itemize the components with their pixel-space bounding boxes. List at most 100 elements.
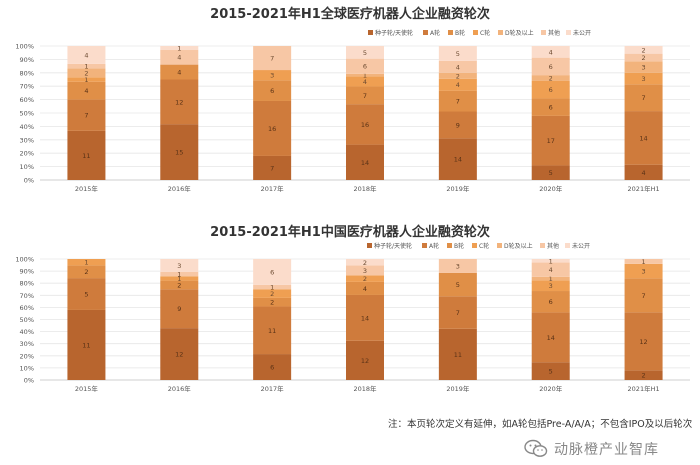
chart2-bar-segment: [346, 265, 384, 276]
chart1-x-tick-label: 2021年H1: [628, 184, 660, 193]
chart2-data-label: 4: [549, 266, 553, 274]
chart2-bar-segment: [346, 259, 384, 266]
chart2-y-tick-label: 80%: [20, 280, 34, 288]
chart2-x-tick-label: 2018年: [353, 384, 377, 393]
chart1-y-tick-label: 40%: [20, 123, 34, 131]
chart1-data-label: 16: [268, 125, 276, 133]
chart2-bar-segment: [253, 297, 292, 307]
chart2-data-label: 11: [82, 341, 90, 349]
chart1-data-label: 7: [270, 55, 274, 63]
chart1-data-label: 5: [456, 50, 460, 58]
chart1-legend-label: 种子轮/天使轮: [375, 29, 413, 37]
chart1-y-tick-label: 80%: [20, 69, 34, 77]
chart1-bar-segment: [531, 115, 570, 166]
chart2-bar-segment: [346, 294, 384, 341]
chart2-bar-segment: [67, 278, 106, 310]
chart1-data-label: 5: [363, 49, 367, 57]
chart2-bar-segment: [160, 276, 199, 281]
chart1-legend-swatch: [541, 30, 546, 35]
chart1-bar-segment: [253, 46, 292, 71]
chart1-legend-swatch: [498, 30, 503, 35]
chart1-bar-segment: [531, 98, 570, 116]
chart1-data-label: 4: [84, 51, 88, 59]
brand: 动脉橙产业智库: [524, 439, 659, 459]
chart2-bar-segment: [438, 296, 477, 329]
chart1-bar-segment: [160, 79, 199, 125]
chart2-legend-label: 种子轮/天使轮: [374, 242, 412, 250]
chart1-data-label: 1: [84, 63, 88, 71]
chart2-bar-segment: [531, 312, 570, 363]
chart1-y-tick-label: 30%: [20, 136, 34, 144]
chart2-title: 2015-2021年H1中国医疗机器人企业融资轮次: [210, 224, 490, 240]
chart1-bar-segment: [624, 84, 663, 112]
chart1-y-tick-label: 50%: [20, 110, 34, 118]
chart2-data-label: 7: [456, 309, 460, 317]
chart1-bar-segment: [531, 80, 570, 99]
chart1-bar-segment: [160, 124, 199, 180]
chart1-bar-segment: [253, 80, 292, 101]
chart1-bar-segment: [438, 72, 477, 79]
chart2-bar-segment: [67, 259, 106, 266]
chart1-bar-segment: [160, 46, 199, 50]
chart2-bar-segment: [160, 259, 199, 272]
chart1-legend-label: B轮: [455, 29, 465, 37]
chart1-data-label: 6: [549, 86, 553, 94]
chart2-bar-segment: [160, 280, 199, 290]
chart2-data-label: 1: [270, 284, 274, 292]
chart2-bar-segment: [624, 263, 663, 279]
chart2-data-label: 1: [642, 258, 646, 266]
chart2-data-label: 12: [639, 338, 647, 346]
chart2-data-label: 11: [268, 327, 276, 335]
chart2-bar-segment: [624, 370, 663, 380]
chart2-x-tick-label: 2019年: [446, 384, 470, 393]
chart1-bar-segment: [67, 46, 106, 64]
chart1-data-label: 1: [84, 76, 88, 84]
chart1-data-label: 1: [363, 72, 367, 80]
chart1-legend-swatch: [566, 30, 571, 35]
chart2-legend-swatch: [472, 243, 477, 248]
chart1-bar-segment: [253, 70, 292, 81]
chart2-legend-swatch: [497, 243, 502, 248]
chart2-bar-segment: [346, 275, 384, 282]
chart2-data-label: 3: [642, 268, 646, 276]
chart2-data-label: 2: [363, 259, 367, 267]
chart2-data-label: 3: [363, 267, 367, 275]
chart2-bar-segment: [531, 362, 570, 380]
chart2-data-label: 7: [642, 292, 646, 300]
chart2-legend-label: C轮: [479, 242, 489, 250]
chart1-bar-segment: [531, 165, 570, 180]
chart1-data-label: 14: [454, 156, 462, 164]
chart1-data-label: 4: [363, 78, 367, 86]
chart1-legend-swatch: [368, 30, 373, 35]
chart2-legend-label: B轮: [454, 242, 464, 250]
chart1-x-tick-label: 2020年: [539, 184, 563, 193]
chart2-data-label: 6: [270, 364, 274, 372]
chart2-bar-segment: [253, 354, 292, 380]
chart2-bar-segment: [160, 328, 199, 380]
chart2-data-label: 2: [84, 268, 88, 276]
chart1-bar-segment: [67, 130, 106, 180]
chart2-data-label: 14: [547, 334, 555, 342]
chart1-bar-segment: [160, 64, 199, 80]
chart1-y-tick-label: 0%: [24, 177, 34, 185]
chart1-bar-segment: [624, 164, 663, 180]
chart2-bar-segment: [624, 259, 663, 264]
chart1-bar-segment: [346, 58, 384, 74]
chart1-data-label: 3: [642, 75, 646, 83]
chart1-data-label: 3: [642, 64, 646, 72]
chart2-bar-segment: [253, 289, 292, 298]
chart1-bar-segment: [624, 111, 663, 165]
chart1-bar-segment: [67, 77, 106, 82]
chart2-y-tick-label: 70%: [20, 292, 34, 300]
chart2-data-label: 2: [177, 281, 181, 289]
chart1-bar-segment: [624, 72, 663, 85]
chart2-bar-segment: [438, 328, 477, 380]
brand-name: 动脉橙产业智库: [554, 442, 659, 458]
chart1-y-tick-label: 10%: [20, 163, 34, 171]
chart1-bar-segment: [438, 78, 477, 91]
chart2-legend-swatch: [367, 243, 372, 248]
chart1-data-label: 16: [361, 121, 369, 129]
chart2-bar-segment: [346, 340, 384, 380]
chart1-title: 2015-2021年H1全球医疗机器人企业融资轮次: [210, 6, 490, 22]
chart1-legend-swatch: [473, 30, 478, 35]
